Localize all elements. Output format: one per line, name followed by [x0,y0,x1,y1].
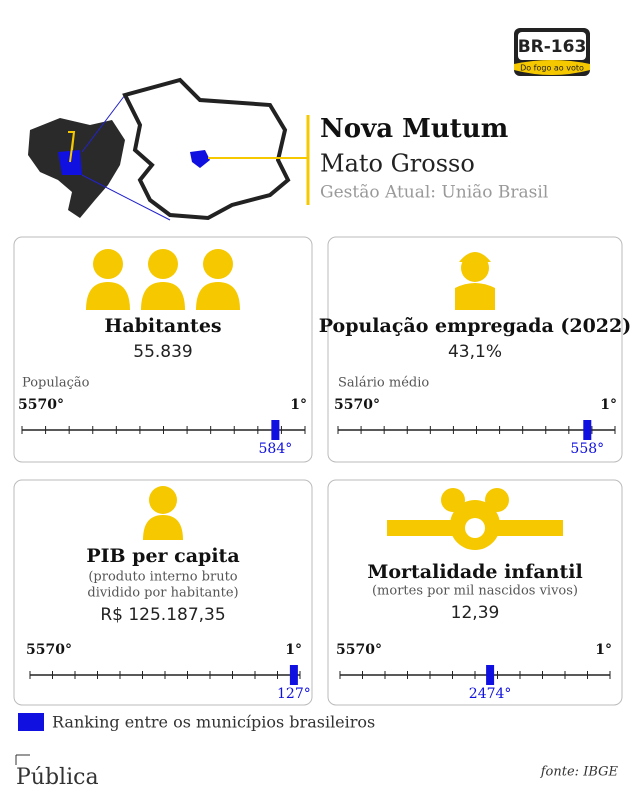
cards: Habitantes 55.839 População 5570° 1° 584° Popu… [13,236,632,706]
scale-label: População [22,376,90,391]
scale-start: 5570° [336,642,382,658]
icon-part [459,252,491,262]
card-value: 12,39 [451,603,500,623]
icon-part [86,282,130,310]
icon-part [455,283,495,310]
card: Habitantes 55.839 População 5570° 1° 584° [13,236,313,463]
card: PIB per capita (produto interno brutodivi… [13,479,313,706]
card-title: Habitantes [104,315,221,337]
logo-plate [518,32,586,60]
card: Mortalidade infantil(mortes por mil nasc… [327,479,623,706]
card-box [13,236,313,463]
scale-start: 5570° [334,397,380,413]
card-box [327,479,623,706]
road-line [68,131,76,163]
state-name: Mato Grosso [320,150,475,178]
brand: Pública [16,765,99,790]
scale-end: 1° [290,397,307,413]
card-note: (produto interno bruto [88,570,237,585]
logo: BR-163 Do fogo ao voto [514,28,590,76]
rank-marker [289,665,298,685]
state-map [122,77,291,221]
icon-part [196,282,240,310]
icon-part [93,249,123,279]
card-note: (mortes por mil nascidos vivos) [372,584,578,599]
icon-part [465,518,485,538]
legend-label: Ranking entre os municípios brasileiros [52,713,375,732]
icon-part [148,249,178,279]
state-highlight [58,150,82,175]
zoom-line [81,94,126,153]
scale-start: 5570° [18,397,64,413]
card-note: dividido por habitante) [87,586,238,601]
legend-swatch [18,713,44,731]
city-highlight [190,150,210,168]
card-box [13,479,313,706]
card-title: Mortalidade infantil [367,561,582,583]
rank-label: 584° [259,441,293,457]
scale-end: 1° [600,397,617,413]
icon-part [143,515,183,540]
card-box [327,236,623,463]
city-name: Nova Mutum [320,114,508,144]
rank-marker [486,665,495,685]
scale-end: 1° [595,642,612,658]
logo-subtitle: Do fogo ao voto [520,64,584,73]
icon-part [203,249,233,279]
map [28,77,310,221]
rank-label: 127° [277,686,311,702]
card-value: 43,1% [448,342,502,362]
rank-marker [583,420,592,440]
scale-end: 1° [285,642,302,658]
rank-marker [271,420,280,440]
icon-part [141,282,185,310]
zoom-line [81,174,171,221]
scale-start: 5570° [26,642,72,658]
management: Gestão Atual: União Brasil [320,183,548,203]
card-title: PIB per capita [86,545,239,567]
logo-title: BR-163 [518,37,587,57]
rank-label: 2474° [469,686,512,702]
scale-label: Salário médio [338,376,429,391]
card-title: População empregada (2022) [319,315,632,337]
card-value: 55.839 [133,342,192,362]
icon-part [149,486,177,514]
logo-flame [514,60,590,75]
card-value: R$ 125.187,35 [100,605,225,625]
source: fonte: IBGE [540,765,619,780]
rank-label: 558° [570,441,604,457]
card: População empregada (2022) 43,1% Salário m… [319,236,632,463]
